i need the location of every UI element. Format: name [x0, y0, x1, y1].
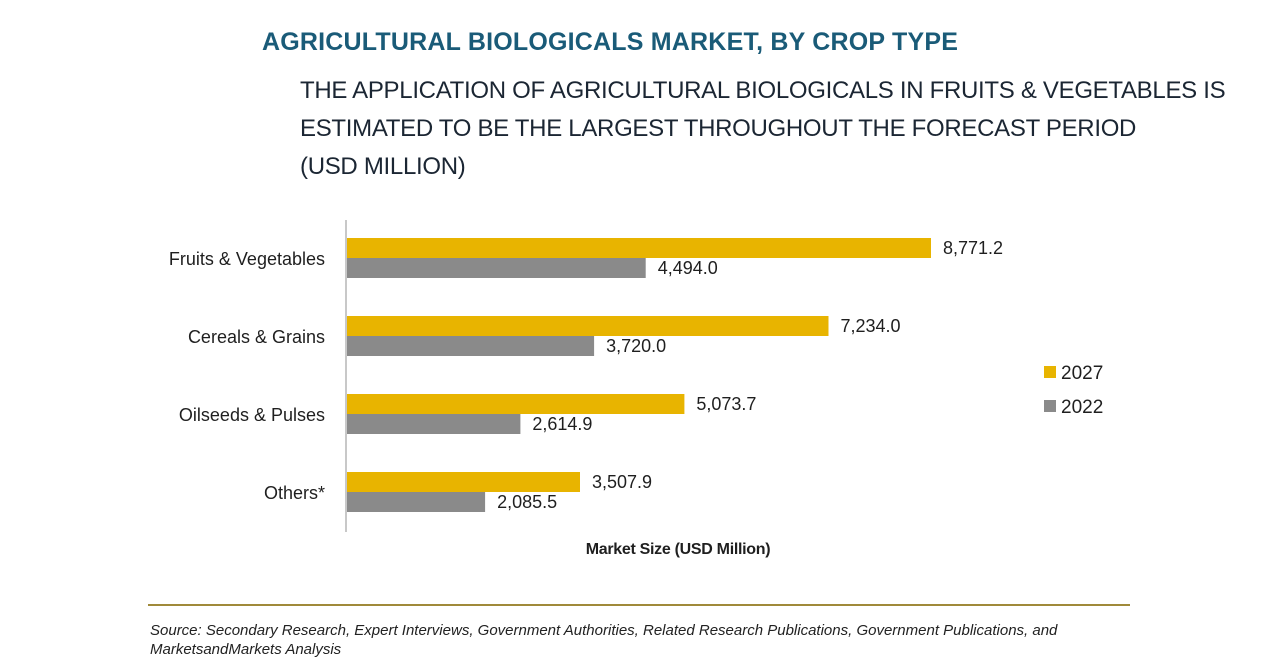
legend-swatch-2022 — [1044, 400, 1056, 412]
bar-2022-oilseeds-pulses — [346, 414, 521, 434]
bar-2022-fruits-vegetables — [346, 258, 646, 278]
category-label-others: Others* — [264, 483, 325, 503]
bar-2027-others — [346, 472, 580, 492]
value-label-2022-cereals-grains: 3,720.0 — [606, 336, 666, 356]
x-axis-title: Market Size (USD Million) — [586, 541, 771, 558]
source-divider — [148, 604, 1130, 606]
subtitle-line-2: ESTIMATED TO BE THE LARGEST THROUGHOUT T… — [300, 115, 1137, 142]
value-label-2022-others: 2,085.5 — [497, 492, 557, 512]
category-label-oilseeds-pulses: Oilseeds & Pulses — [179, 405, 325, 425]
subtitle-line-3: (USD MILLION) — [300, 153, 466, 180]
value-label-2027-oilseeds-pulses: 5,073.7 — [696, 394, 756, 414]
bar-2027-fruits-vegetables — [346, 238, 931, 258]
value-label-2022-oilseeds-pulses: 2,614.9 — [532, 414, 592, 434]
source-note: Source: Secondary Research, Expert Inter… — [150, 622, 1058, 658]
bar-2022-cereals-grains — [346, 336, 595, 356]
chart-title: AGRICULTURAL BIOLOGICALS MARKET, BY CROP… — [262, 28, 959, 56]
value-label-2022-fruits-vegetables: 4,494.0 — [658, 258, 718, 278]
legend-label-2022: 2022 — [1061, 397, 1103, 418]
subtitle-line-1: THE APPLICATION OF AGRICULTURAL BIOLOGIC… — [300, 77, 1226, 104]
legend-label-2027: 2027 — [1061, 363, 1103, 384]
bar-chart: Fruits & Vegetables 8,771.2 4,494.0 Cereals… — [169, 220, 1103, 558]
bar-2027-cereals-grains — [346, 316, 829, 336]
category-label-cereals-grains: Cereals & Grains — [188, 327, 325, 347]
value-label-2027-fruits-vegetables: 8,771.2 — [943, 238, 1003, 258]
value-label-2027-cereals-grains: 7,234.0 — [841, 316, 901, 336]
legend-swatch-2027 — [1044, 366, 1056, 378]
value-label-2027-others: 3,507.9 — [592, 472, 652, 492]
bar-2022-others — [346, 492, 486, 512]
category-label-fruits-vegetables: Fruits & Vegetables — [169, 249, 325, 269]
bar-2027-oilseeds-pulses — [346, 394, 685, 414]
chart-subtitle: THE APPLICATION OF AGRICULTURAL BIOLOGIC… — [300, 72, 1226, 186]
